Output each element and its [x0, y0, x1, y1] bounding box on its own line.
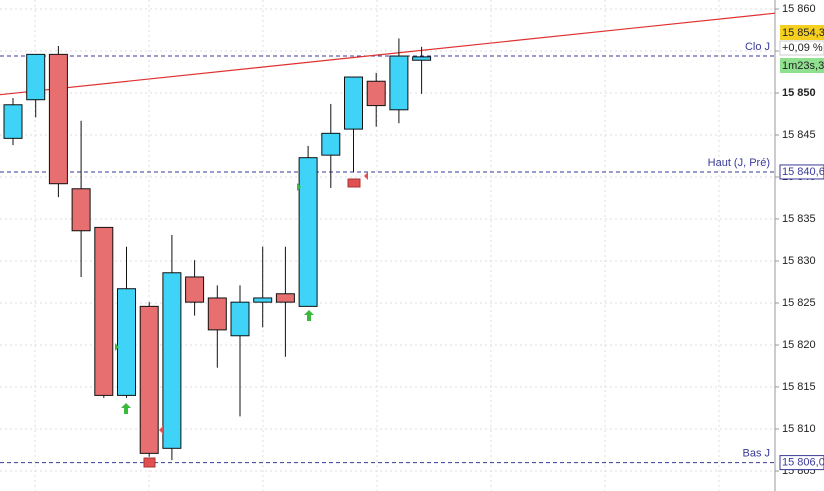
buy-arrow: [121, 403, 131, 414]
candle-body: [185, 276, 205, 303]
buy-arrow: [304, 310, 314, 321]
level-name: Clo J: [745, 41, 770, 53]
sell-mark: [347, 178, 361, 188]
y-tick-label: 15 825: [782, 297, 816, 309]
candle-body: [298, 157, 318, 307]
candle-body: [117, 288, 136, 396]
y-tick-label: 15 850: [782, 87, 816, 99]
timer-tag: [780, 58, 824, 73]
y-tick-label: 15 810: [782, 423, 816, 435]
candle-body: [162, 272, 182, 449]
candle-body: [26, 53, 46, 101]
price-tags: 15 854,3 +0,09 % 1m23s,3: [779, 25, 824, 73]
level-tag: [779, 164, 824, 180]
sell-mark: [143, 457, 156, 468]
signals: [115, 172, 368, 468]
level-name: Haut (J, Pré): [708, 157, 770, 169]
y-tick-label: 15 860: [782, 3, 816, 15]
trend-line: [0, 12, 776, 96]
candle-body: [344, 76, 363, 130]
candle-body: [412, 56, 432, 61]
change: +0,09 %: [782, 42, 823, 54]
signal-triangle: [115, 343, 119, 351]
last-price-tag: [780, 25, 824, 40]
y-tick-label: 15 830: [782, 255, 816, 267]
signal-triangle: [364, 172, 368, 180]
candle-body: [253, 297, 273, 303]
candle-body: [275, 293, 295, 303]
candle-body: [366, 80, 386, 107]
y-tick-label: 15 815: [782, 381, 816, 393]
last-price: 15 854,3: [782, 27, 824, 39]
level-label: 15 806,0: [782, 457, 824, 469]
candle-body: [48, 53, 68, 185]
level-label: 15 840,6: [782, 166, 824, 178]
candle-body: [3, 104, 23, 139]
y-tick-label: 15 820: [782, 339, 816, 351]
signal-triangle: [159, 426, 163, 434]
candle-body: [139, 305, 159, 454]
change-tag: [779, 40, 824, 56]
candle-body: [71, 188, 91, 232]
signal-triangle: [297, 183, 301, 191]
candle-body: [389, 55, 409, 111]
candle-body: [230, 301, 250, 337]
timer: 1m23s,3: [782, 60, 824, 72]
candle-body: [94, 226, 114, 396]
y-tick-label: 15 835: [782, 213, 816, 225]
level-tag: [779, 455, 824, 471]
candle-body: [207, 297, 227, 331]
y-tick-label: 15 845: [782, 129, 816, 141]
candle-body: [321, 132, 341, 156]
level-name: Bas J: [742, 448, 770, 460]
